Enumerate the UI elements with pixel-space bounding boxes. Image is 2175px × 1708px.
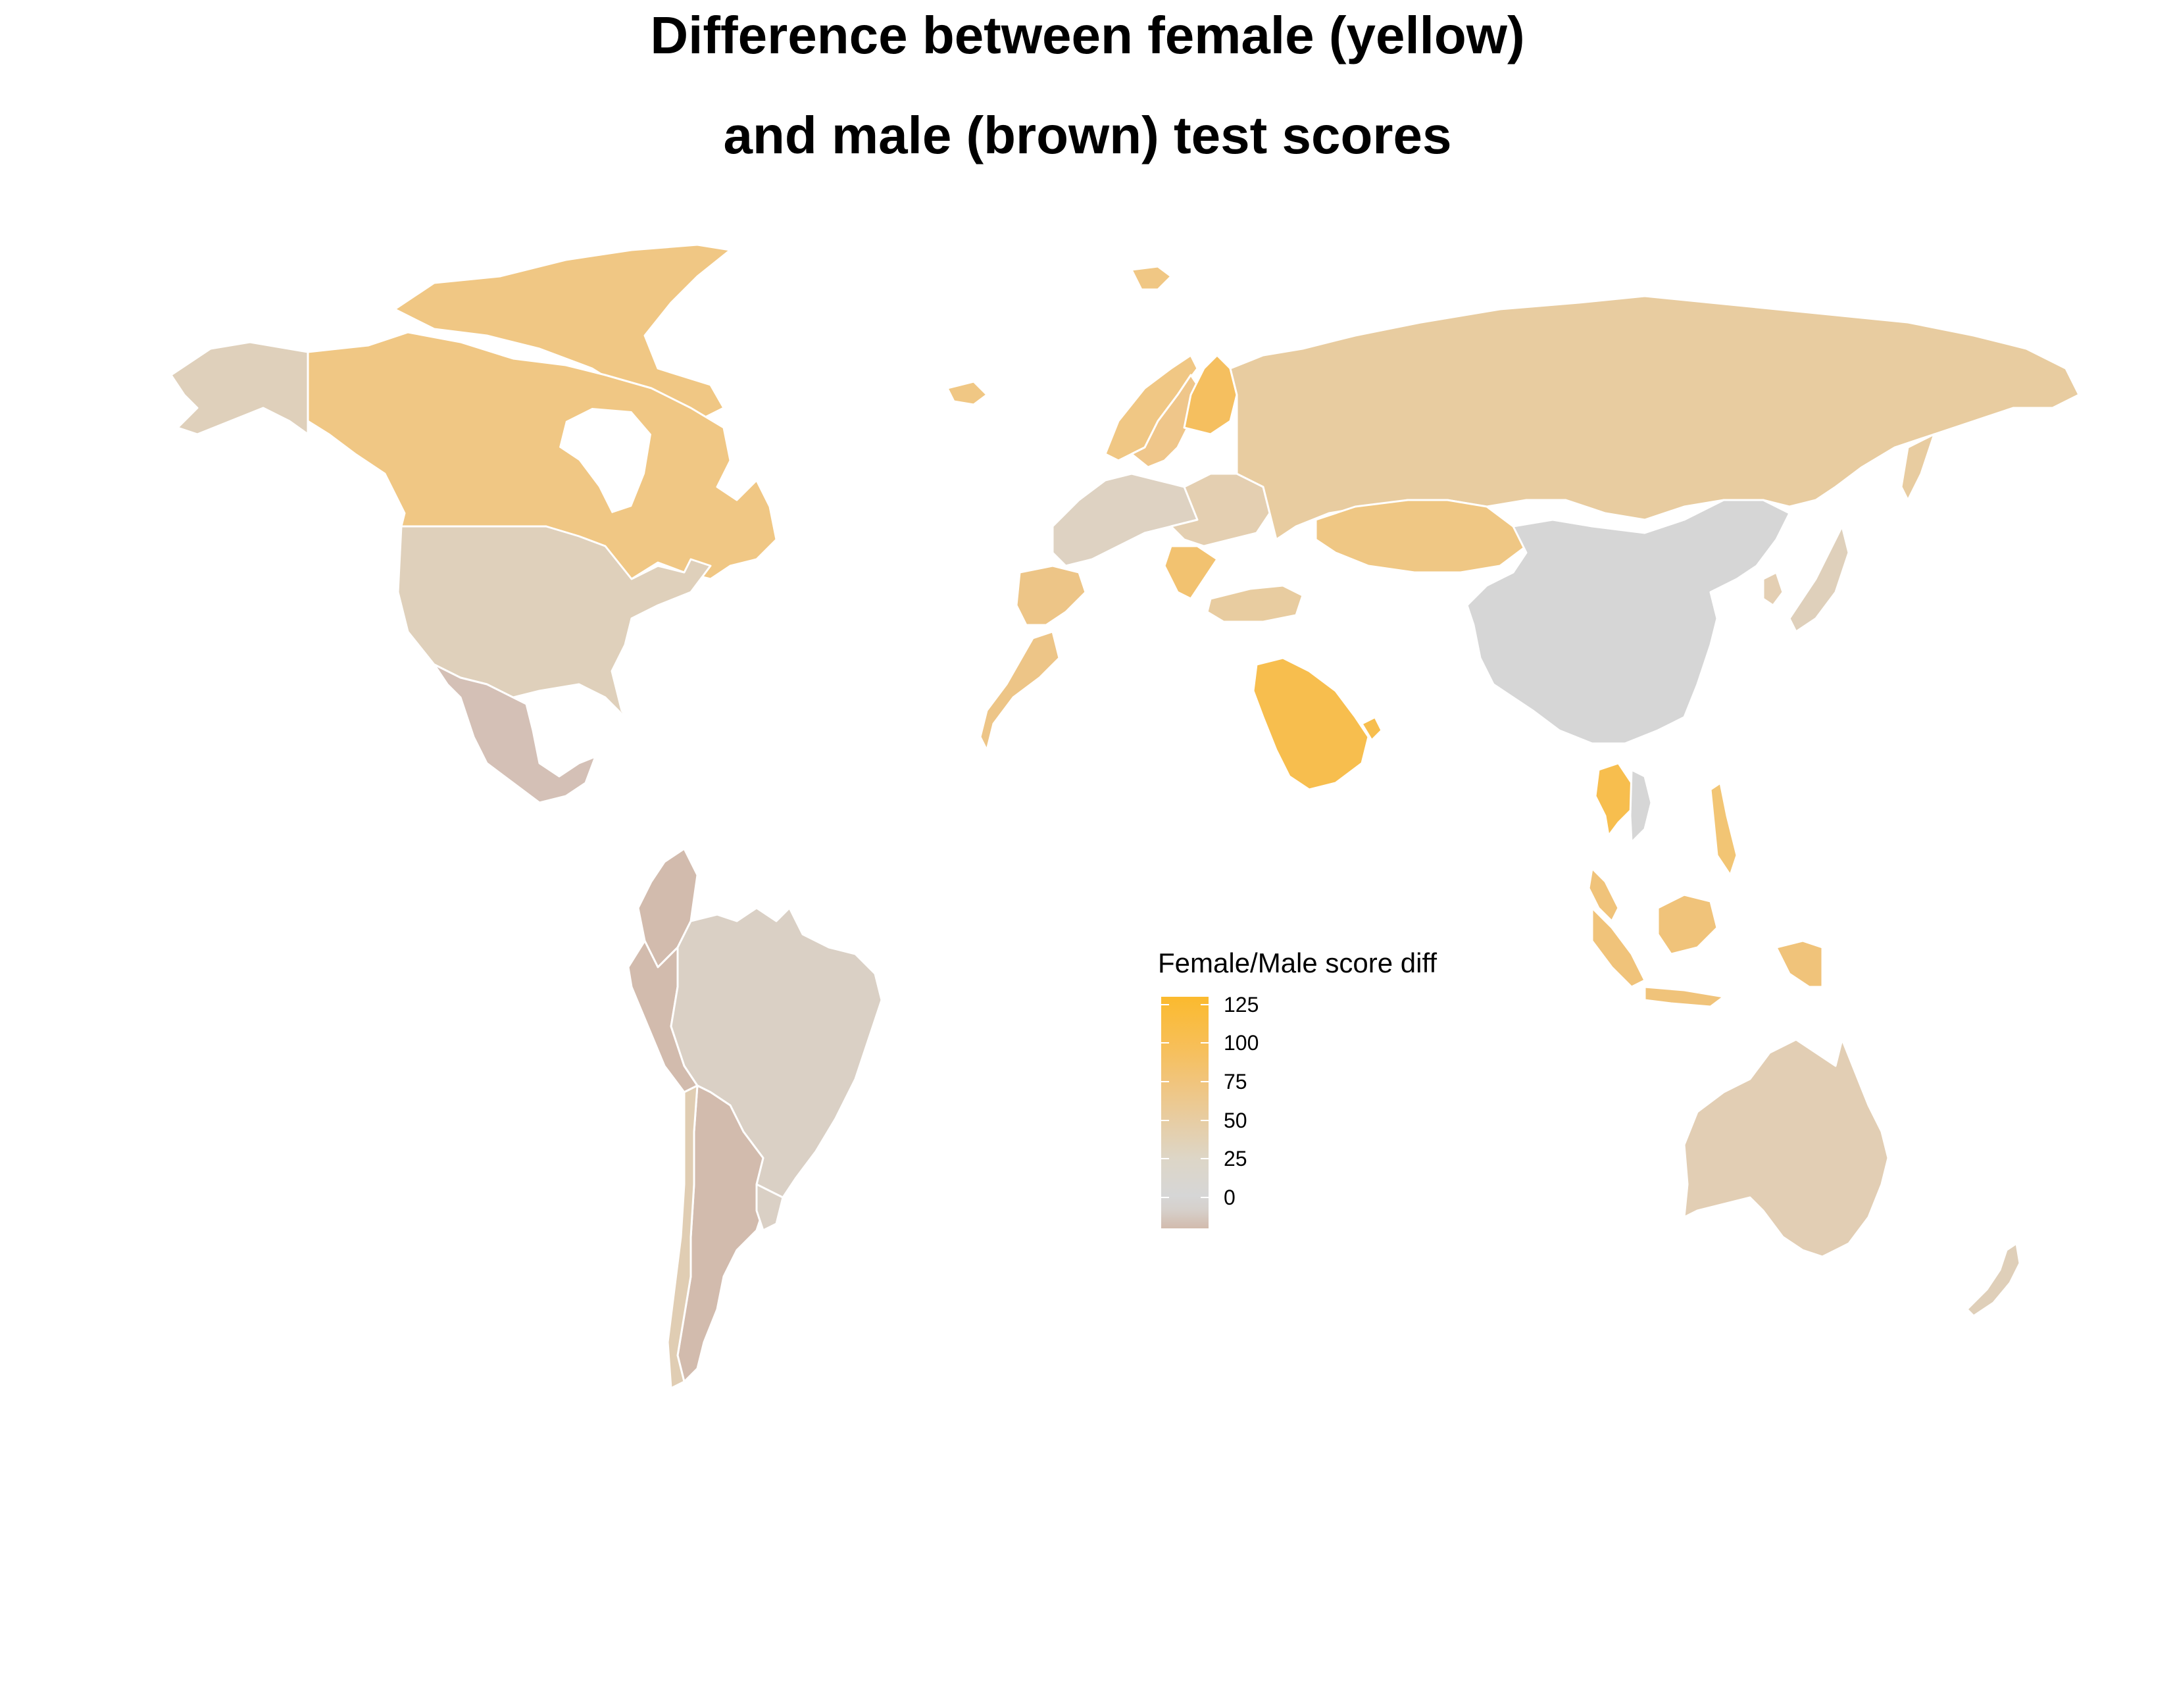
- region-china: [1466, 499, 1791, 745]
- title-line-2: and male (brown) test scores: [723, 106, 1452, 164]
- legend-tick-mark: [1161, 1197, 1209, 1199]
- region-saudi-arabia: [1252, 657, 1370, 791]
- region-uruguay: [755, 1183, 784, 1232]
- region-thailand: [1594, 762, 1633, 837]
- region-turkey: [1206, 584, 1304, 623]
- region-canada: [307, 331, 778, 580]
- region-new-guinea: [1775, 940, 1824, 988]
- region-iceland: [946, 380, 988, 406]
- region-mexico: [433, 663, 597, 804]
- region-russia: [1229, 295, 2080, 541]
- region-qatar: [1361, 716, 1383, 741]
- region-arctic-islands: [393, 243, 732, 422]
- legend-tick-label: 75: [1224, 1070, 1247, 1094]
- region-kazakhstan: [1314, 499, 1528, 574]
- region-vietnam: [1629, 768, 1653, 843]
- region-australia: [1683, 1038, 1889, 1258]
- region-spain: [1015, 565, 1087, 626]
- legend-tick-mark: [1161, 1042, 1209, 1044]
- legend-tick-mark: [1161, 1081, 1209, 1083]
- region-kamchatka: [1900, 433, 1936, 501]
- hudson-bay: [559, 408, 651, 513]
- legend-tick-label: 100: [1224, 1031, 1259, 1055]
- legend-colorbar: [1161, 997, 1209, 1228]
- legend-title: Female/Male score diff: [1158, 947, 1438, 978]
- region-balkans: [1163, 545, 1218, 600]
- legend-tick-label: 25: [1224, 1147, 1247, 1171]
- region-alaska: [170, 341, 309, 436]
- region-philippines: [1709, 782, 1738, 876]
- region-eastern-europe: [1170, 472, 1271, 547]
- legend: Female/Male score diff 125 100 75 50 25 0: [1158, 947, 1500, 1250]
- region-japan: [1788, 525, 1850, 633]
- legend-tick-label: 50: [1224, 1108, 1247, 1132]
- region-morocco: [979, 630, 1061, 751]
- region-korea: [1762, 571, 1784, 607]
- title-line-1: Difference between female (yellow): [650, 6, 1525, 64]
- legend-tick-label: 0: [1224, 1186, 1236, 1210]
- region-new-zealand: [1966, 1242, 2021, 1317]
- region-indonesia-java: [1643, 986, 1725, 1008]
- region-malaysia: [1588, 867, 1620, 922]
- region-indonesia-sumatra: [1591, 907, 1646, 988]
- legend-tick-mark: [1161, 1119, 1209, 1121]
- region-svalbard: [1130, 265, 1172, 291]
- legend-tick-mark: [1161, 1003, 1209, 1005]
- legend-tick-label: 125: [1224, 992, 1259, 1017]
- legend-tick-mark: [1161, 1158, 1209, 1160]
- region-chile: [666, 1084, 699, 1390]
- region-borneo: [1657, 893, 1718, 955]
